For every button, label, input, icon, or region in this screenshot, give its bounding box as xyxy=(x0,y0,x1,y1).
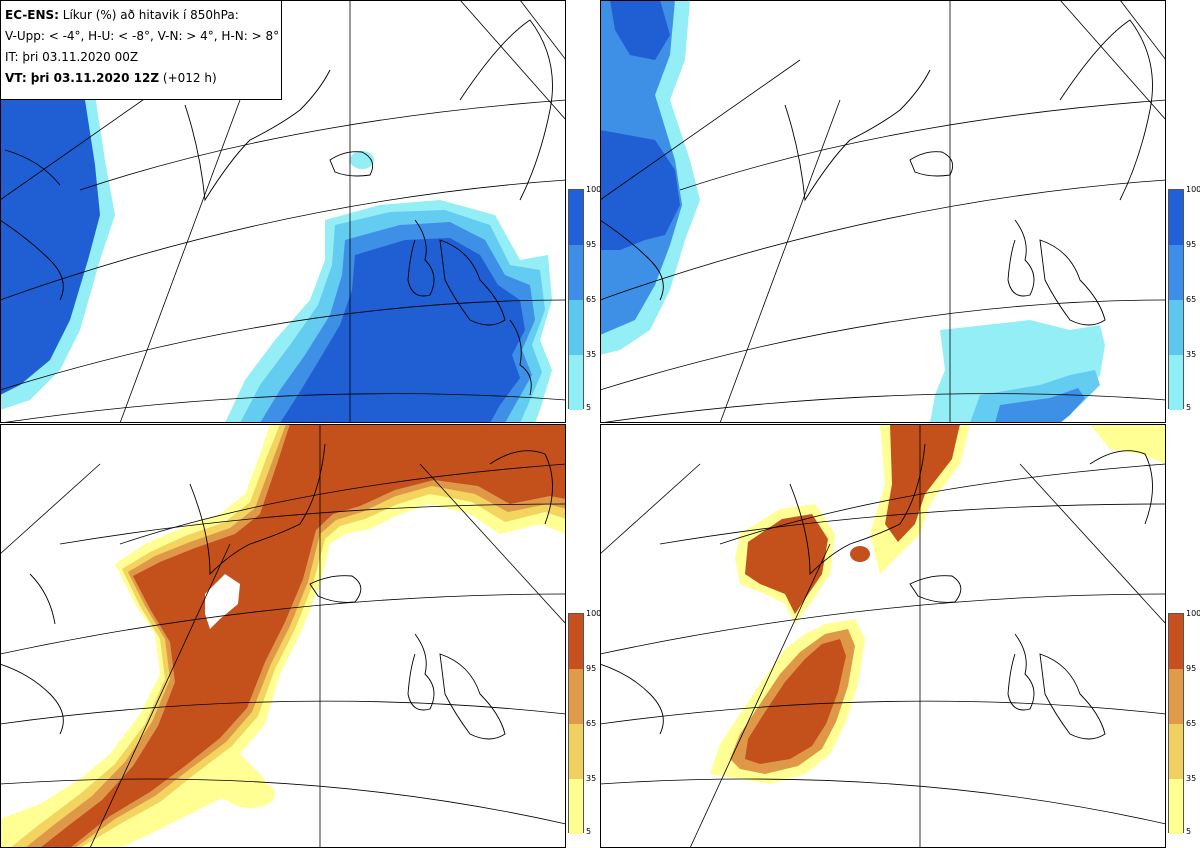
header-valid-bold: VT: þri 03.11.2020 12Z xyxy=(5,71,160,85)
colorbar-warm-right: 100 95 65 35 5 xyxy=(1168,609,1200,836)
shade-warm-strong-greenland xyxy=(745,514,828,614)
colorbar-tick: 95 xyxy=(586,664,597,673)
graticule xyxy=(0,424,566,848)
shade-cold-mid-south xyxy=(995,388,1085,423)
colorbar-tick: 35 xyxy=(586,774,597,783)
colorbar-seg-65-95 xyxy=(1169,245,1183,300)
graticule xyxy=(0,0,566,423)
colorbar-seg-35-65 xyxy=(569,724,583,779)
colorbar-tick: 100 xyxy=(1186,185,1200,194)
colorbar-seg-95-100 xyxy=(569,190,583,245)
colorbar-seg-5-35 xyxy=(569,355,583,410)
coastlines xyxy=(0,443,553,740)
colorbar-tick: 65 xyxy=(1186,295,1197,304)
colorbar-tick: 100 xyxy=(586,609,602,618)
colorbar-tick: 100 xyxy=(586,185,602,194)
colorbar-warm-left: 100 95 65 35 5 xyxy=(568,609,602,836)
shade-cold-strong-2 xyxy=(610,0,670,60)
shade-warm-strong-north xyxy=(885,424,960,542)
graticule xyxy=(600,424,1166,848)
colorbar-bar xyxy=(1168,189,1184,410)
shade-cold-strong-east xyxy=(280,238,525,423)
colorbar-tick: 95 xyxy=(1186,664,1197,673)
panel-top-right xyxy=(600,0,1166,423)
colorbar-tick: 100 xyxy=(1186,609,1200,618)
shade-warm-strong-south xyxy=(745,639,846,764)
header-title-bold: EC-ENS: xyxy=(5,8,59,22)
shade-cold-strong xyxy=(0,90,100,395)
shade-cold-strong xyxy=(600,130,680,250)
header-initial-time: IT: þri 03.11.2020 00Z xyxy=(5,50,139,64)
colorbar-tick: 65 xyxy=(1186,719,1197,728)
colorbar-tick: 95 xyxy=(1186,240,1197,249)
shade-greenland-gap xyxy=(205,574,240,629)
shade-warm-strong xyxy=(40,424,566,848)
panel-bottom-right xyxy=(600,424,1166,848)
colorbar-tick: 35 xyxy=(1186,350,1197,359)
colorbar-cold-left: 100 95 65 35 5 xyxy=(568,185,602,412)
coastlines xyxy=(600,19,1153,326)
colorbar-seg-5-35 xyxy=(569,779,583,834)
colorbar-seg-65-95 xyxy=(569,669,583,724)
header-valid-time: VT: þri 03.11.2020 12Z (+012 h) xyxy=(5,68,277,89)
shade-south-blob xyxy=(225,780,275,808)
map-top-left xyxy=(0,0,566,423)
colorbar-tick: 35 xyxy=(586,350,597,359)
panel-bottom-left xyxy=(0,424,566,848)
shade-warm-spot xyxy=(850,546,870,562)
colorbar-bar xyxy=(568,189,584,410)
colorbar-seg-95-100 xyxy=(1169,190,1183,245)
colorbar-tick: 65 xyxy=(586,719,597,728)
colorbar-tick: 5 xyxy=(1186,403,1192,412)
map-top-right xyxy=(600,0,1166,423)
header-box: EC-ENS: Líkur (%) að hitavik í 850hPa: V… xyxy=(0,0,282,100)
colorbar-tick: 35 xyxy=(1186,774,1197,783)
coastlines xyxy=(600,443,1153,740)
colorbar-seg-35-65 xyxy=(569,300,583,355)
header-title: EC-ENS: Líkur (%) að hitavik í 850hPa: xyxy=(5,5,277,26)
colorbar-tick: 5 xyxy=(1186,827,1192,836)
colorbar-tick: 5 xyxy=(586,403,592,412)
colorbar-tick: 95 xyxy=(586,240,597,249)
coastlines xyxy=(0,19,553,396)
shade-iceland-spot xyxy=(350,151,374,169)
colorbar-tick: 65 xyxy=(586,295,597,304)
colorbar-seg-35-65 xyxy=(1169,724,1183,779)
colorbar-seg-5-35 xyxy=(1169,779,1183,834)
map-bottom-right xyxy=(600,424,1166,848)
colorbar-tick: 5 xyxy=(586,827,592,836)
colorbar-seg-65-95 xyxy=(569,245,583,300)
colorbar-seg-95-100 xyxy=(1169,614,1183,669)
colorbar-bar xyxy=(568,613,584,834)
header-title-rest: Líkur (%) að hitavik í 850hPa: xyxy=(58,8,239,22)
colorbar-seg-5-35 xyxy=(1169,355,1183,410)
map-bottom-left xyxy=(0,424,566,848)
shade-warm-faint-ne xyxy=(1090,424,1166,464)
colorbar-seg-65-95 xyxy=(1169,669,1183,724)
header-valid-rest: (+012 h) xyxy=(159,71,217,85)
colorbar-bar xyxy=(1168,613,1184,834)
panel-top-left: EC-ENS: Líkur (%) að hitavik í 850hPa: V… xyxy=(0,0,566,423)
colorbar-seg-35-65 xyxy=(1169,300,1183,355)
colorbar-cold-right: 100 95 65 35 5 xyxy=(1168,185,1200,412)
graticule xyxy=(600,0,1166,423)
colorbar-seg-95-100 xyxy=(569,614,583,669)
header-thresholds: V-Upp: < -4°, H-U: < -8°, V-N: > 4°, H-N… xyxy=(5,29,280,43)
